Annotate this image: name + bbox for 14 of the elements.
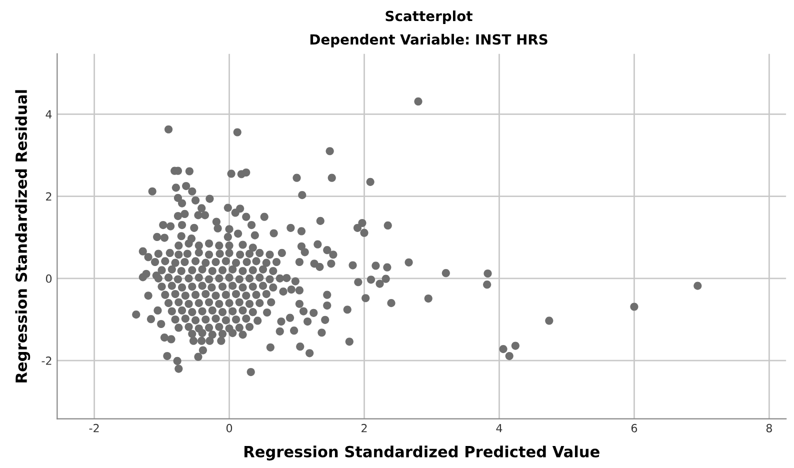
x-tick-label: 8 bbox=[766, 424, 772, 432]
x-tick-label: 2 bbox=[362, 424, 367, 432]
x-axis-title: Regression Standardized Predicted Value bbox=[244, 446, 600, 460]
x-tick-label: 6 bbox=[631, 424, 638, 432]
y-tick-label: 0 bbox=[46, 274, 52, 283]
x-tick-label: 4 bbox=[496, 424, 502, 432]
chart-title: Scatterplot bbox=[386, 10, 472, 24]
y-tick-label: 4 bbox=[46, 110, 52, 118]
y-tick-label: 2 bbox=[46, 192, 52, 201]
y-tick-label: -2 bbox=[42, 356, 52, 365]
chart-subtitle: Dependent Variable: INST HRS bbox=[310, 34, 548, 48]
y-axis-title: Regression Standardized Residual bbox=[15, 90, 30, 382]
x-tick-label: 0 bbox=[226, 424, 232, 432]
x-tick-label: -2 bbox=[89, 424, 99, 432]
